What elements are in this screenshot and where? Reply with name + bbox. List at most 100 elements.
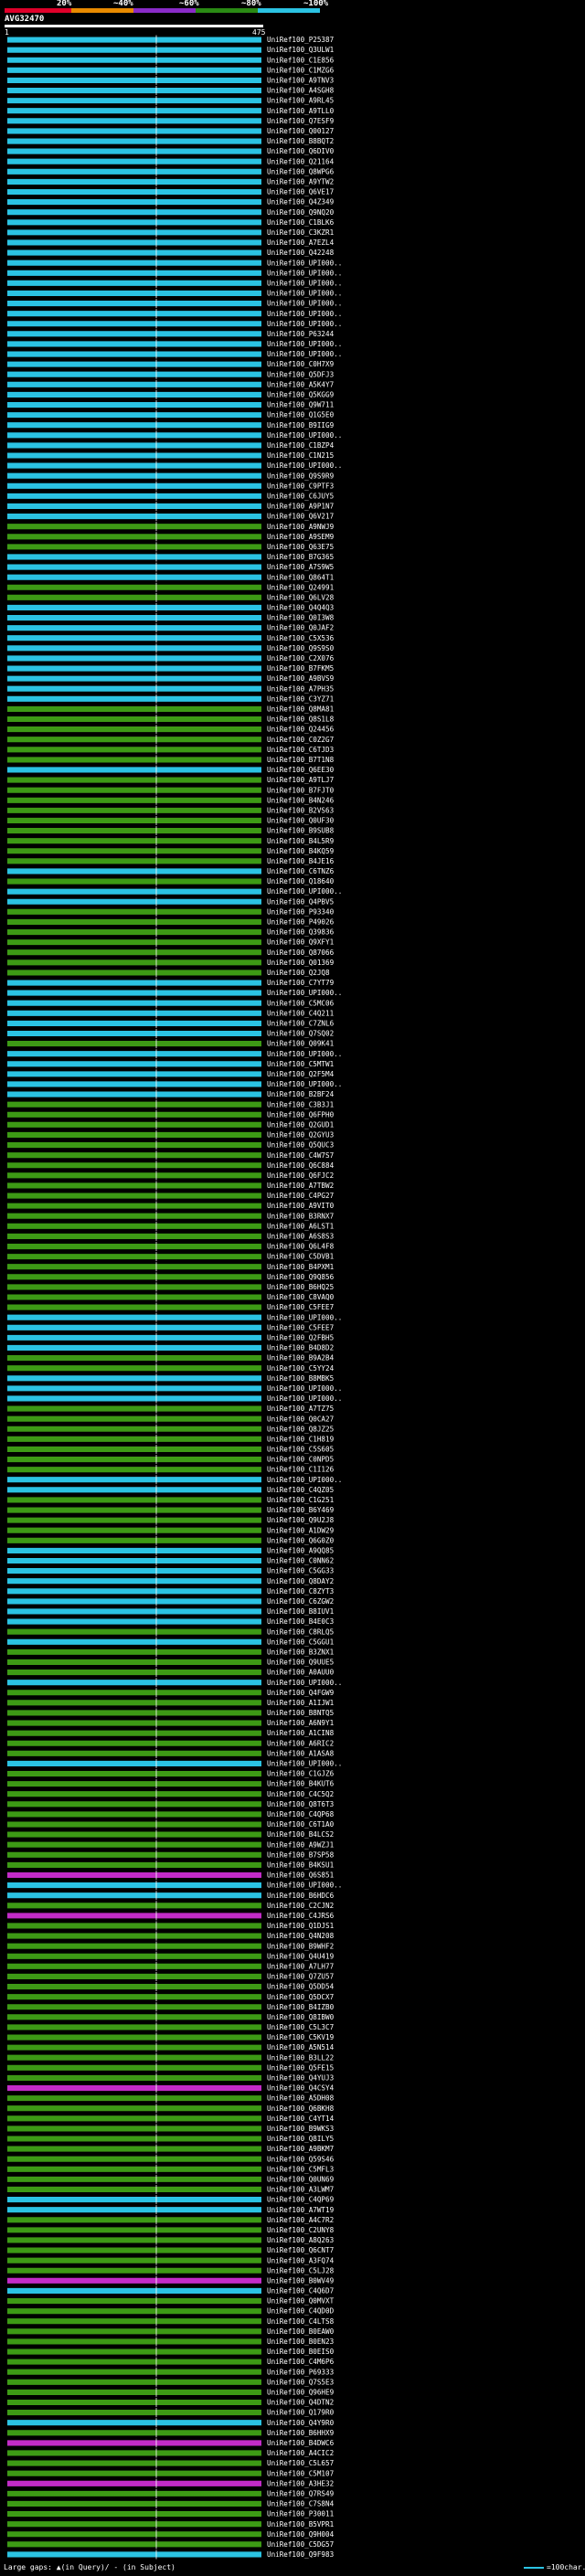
hit-label[interactable]: UniRef100_Q9Q856 <box>267 1273 335 1281</box>
hit-label[interactable]: UniRef100_C5GG33 <box>267 1567 334 1575</box>
hit-label[interactable]: UniRef100_C0H7X9 <box>267 360 335 368</box>
hit-label[interactable]: UniRef100_B8BQT2 <box>267 137 334 145</box>
hit-label[interactable]: UniRef100_UPI000.. <box>267 1080 342 1088</box>
hit-label[interactable]: UniRef100_Q59S46 <box>267 2155 335 2163</box>
hit-label[interactable]: UniRef100_Q09K41 <box>267 1040 335 1048</box>
hit-label[interactable]: UniRef100_Q5DCX7 <box>267 1993 334 2001</box>
hit-label[interactable]: UniRef100_A9NWJ9 <box>267 523 335 531</box>
hit-label[interactable]: UniRef100_C5KV19 <box>267 2033 335 2041</box>
hit-label[interactable]: UniRef100_Q9F983 <box>267 2550 334 2559</box>
hit-label[interactable]: UniRef100_C5DG57 <box>267 2540 334 2549</box>
hit-label[interactable]: UniRef100_C4LTS8 <box>267 2317 335 2326</box>
hit-label[interactable]: UniRef100_B3RNX7 <box>267 1212 334 1220</box>
hit-label[interactable]: UniRef100_Q9W711 <box>267 401 335 409</box>
hit-label[interactable]: UniRef100_A3FQ74 <box>267 2256 335 2264</box>
hit-label[interactable]: UniRef100_Q6V217 <box>267 513 334 521</box>
hit-label[interactable]: UniRef100_Q00127 <box>267 127 334 135</box>
hit-label[interactable]: UniRef100_Q1G5E0 <box>267 411 335 419</box>
hit-label[interactable]: UniRef100_C4W7S7 <box>267 1151 334 1160</box>
hit-label[interactable]: UniRef100_Q2GUD1 <box>267 1120 335 1129</box>
hit-label[interactable]: UniRef100_B6Y469 <box>267 1506 335 1514</box>
hit-label[interactable]: UniRef100_Q6CNT7 <box>267 2246 334 2254</box>
hit-label[interactable]: UniRef100_C1H819 <box>267 1435 335 1443</box>
hit-label[interactable]: UniRef100_A5K4Y7 <box>267 380 334 388</box>
hit-label[interactable]: UniRef100_C4PG27 <box>267 1192 334 1200</box>
hit-label[interactable]: UniRef100_Q39836 <box>267 928 335 937</box>
hit-label[interactable]: UniRef100_C1I126 <box>267 1466 335 1474</box>
hit-label[interactable]: UniRef100_C5M107 <box>267 2469 334 2477</box>
hit-label[interactable]: UniRef100_C6JUY5 <box>267 492 334 500</box>
hit-label[interactable]: UniRef100_A9TNV3 <box>267 77 334 85</box>
hit-label[interactable]: UniRef100_Q7RS49 <box>267 2489 335 2497</box>
hit-label[interactable]: UniRef100_C5MTW1 <box>267 1060 335 1068</box>
hit-label[interactable]: UniRef100_Q9S9R9 <box>267 472 335 480</box>
hit-label[interactable]: UniRef100_A9QQ85 <box>267 1547 334 1555</box>
hit-label[interactable]: UniRef100_C5S605 <box>267 1446 334 1454</box>
hit-label[interactable]: UniRef100_B9WKS3 <box>267 2125 334 2133</box>
hit-label[interactable]: UniRef100_B7G365 <box>267 553 334 561</box>
hit-label[interactable]: UniRef100_Q87066 <box>267 949 335 957</box>
hit-label[interactable]: UniRef100_Q24991 <box>267 583 335 591</box>
hit-label[interactable]: UniRef100_A7PH35 <box>267 684 334 693</box>
hit-label[interactable]: UniRef100_B0WV49 <box>267 2276 335 2284</box>
hit-label[interactable]: UniRef100_Q4CSY4 <box>267 2084 335 2093</box>
hit-label[interactable]: UniRef100_B4PXM1 <box>267 1263 335 1271</box>
hit-label[interactable]: UniRef100_B4L5R9 <box>267 837 335 845</box>
hit-label[interactable]: UniRef100_UPI000.. <box>267 431 342 440</box>
hit-label[interactable]: UniRef100_Q9XFY1 <box>267 938 335 947</box>
hit-label[interactable]: UniRef100_C9PTF3 <box>267 482 334 490</box>
hit-label[interactable]: UniRef100_C4QZ05 <box>267 1486 334 1494</box>
hit-label[interactable]: UniRef100_C5L3C7 <box>267 2023 334 2031</box>
hit-label[interactable]: UniRef100_P49026 <box>267 918 335 927</box>
hit-label[interactable]: UniRef100_Q8ILY5 <box>267 2135 334 2143</box>
hit-label[interactable]: UniRef100_A9BKM7 <box>267 2145 334 2153</box>
hit-label[interactable]: UniRef100_Q5KGG9 <box>267 391 335 399</box>
hit-label[interactable]: UniRef100_C4QP69 <box>267 2196 335 2204</box>
hit-label[interactable]: UniRef100_A5N514 <box>267 2043 335 2051</box>
hit-label[interactable]: UniRef100_Q864T1 <box>267 573 335 581</box>
hit-label[interactable]: UniRef100_A7TZ75 <box>267 1405 334 1413</box>
hit-label[interactable]: UniRef100_Q8T6T3 <box>267 1800 334 1808</box>
hit-label[interactable]: UniRef100_C1G251 <box>267 1496 335 1504</box>
hit-label[interactable]: UniRef100_Q7ZU57 <box>267 1973 334 1981</box>
hit-label[interactable]: UniRef100_C4QD0D <box>267 2307 335 2316</box>
hit-label[interactable]: UniRef100_C3KZR1 <box>267 228 335 237</box>
hit-label[interactable]: UniRef100_Q6BKH8 <box>267 2104 335 2113</box>
hit-label[interactable]: UniRef100_C5FEE7 <box>267 1303 334 1311</box>
hit-label[interactable]: UniRef100_Q0UF30 <box>267 817 335 825</box>
hit-label[interactable]: UniRef100_Q4U419 <box>267 1952 335 1960</box>
hit-label[interactable]: UniRef100_C6T1A0 <box>267 1820 335 1829</box>
hit-label[interactable]: UniRef100_Q24456 <box>267 726 335 734</box>
hit-label[interactable]: UniRef100_Q4PBV5 <box>267 897 334 906</box>
hit-label[interactable]: UniRef100_A9YTW2 <box>267 177 334 186</box>
hit-label[interactable]: UniRef100_C2X076 <box>267 654 335 663</box>
hit-label[interactable]: UniRef100_UPI000.. <box>267 1050 342 1058</box>
hit-label[interactable]: UniRef100_C5X536 <box>267 634 335 642</box>
hit-label[interactable]: UniRef100_P93340 <box>267 907 335 916</box>
hit-label[interactable]: UniRef100_Q63E75 <box>267 543 334 551</box>
hit-label[interactable]: UniRef100_A9TLJ7 <box>267 776 334 784</box>
hit-label[interactable]: UniRef100_C8VAQ0 <box>267 1293 335 1301</box>
hit-label[interactable]: UniRef100_B4KUT6 <box>267 1780 335 1788</box>
hit-label[interactable]: UniRef100_C0NPD5 <box>267 1456 334 1464</box>
hit-label[interactable]: UniRef100_A7TBW2 <box>267 1182 334 1190</box>
hit-label[interactable]: UniRef100_C4YT14 <box>267 2115 335 2123</box>
hit-label[interactable]: UniRef100_Q6G0Z0 <box>267 1536 335 1544</box>
hit-label[interactable]: UniRef100_B6HHX9 <box>267 2429 335 2437</box>
hit-label[interactable]: UniRef100_Q6DIV0 <box>267 147 335 155</box>
hit-label[interactable]: UniRef100_B0EAW0 <box>267 2327 335 2336</box>
hit-label[interactable]: UniRef100_C5MFL3 <box>267 2165 334 2173</box>
hit-label[interactable]: UniRef100_B4KQ59 <box>267 847 335 855</box>
hit-label[interactable]: UniRef100_C7YT79 <box>267 979 335 987</box>
hit-label[interactable]: UniRef100_Q0MVXT <box>267 2297 335 2306</box>
hit-label[interactable]: UniRef100_Q96HE9 <box>267 2389 335 2397</box>
hit-label[interactable]: UniRef100_B0EN23 <box>267 2337 334 2346</box>
hit-label[interactable]: UniRef100_A1ASA8 <box>267 1749 335 1757</box>
hit-label[interactable]: UniRef100_B6HDC6 <box>267 1892 335 1900</box>
hit-label[interactable]: UniRef100_UPI000.. <box>267 290 342 298</box>
hit-label[interactable]: UniRef100_P25387 <box>267 36 334 44</box>
hit-label[interactable]: UniRef100_C5L657 <box>267 2459 334 2467</box>
hit-label[interactable]: UniRef100_Q6FJC2 <box>267 1171 334 1180</box>
hit-label[interactable]: UniRef100_B4D8D2 <box>267 1344 334 1352</box>
hit-label[interactable]: UniRef100_B8MBK5 <box>267 1374 334 1383</box>
